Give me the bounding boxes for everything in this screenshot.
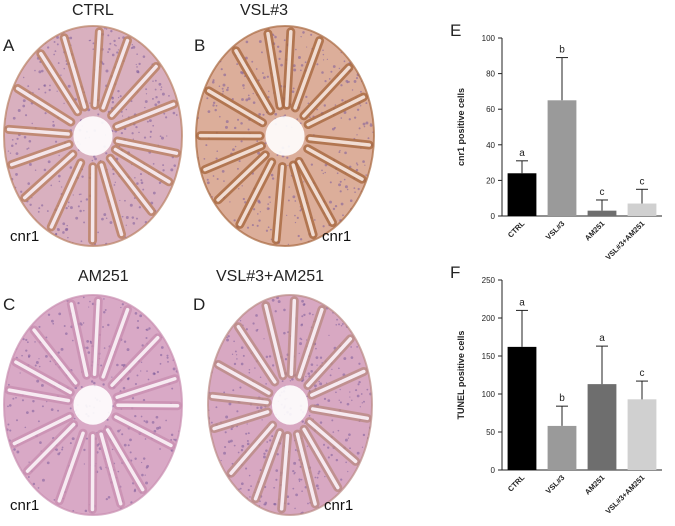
x-tick-label: VSL#3 [544,219,567,242]
bar-am251 [587,210,617,216]
panel-d-stain-label: cnr1 [324,497,354,514]
bar-ctrl [507,346,537,470]
chart-panel-letter: F [450,263,460,282]
x-tick-label: VSL#3+AM251 [604,219,647,262]
x-tick-label: AM251 [583,473,606,496]
panel-c-title: AM251 [78,268,129,285]
panel-a-title: CTRL [72,2,114,19]
significance-letter: a [599,333,605,344]
panel-c-letter: C [3,295,16,314]
micrograph-am251 [3,294,183,516]
y-tick-label: 250 [482,276,496,285]
bar-vsl-3 [547,100,577,216]
chart-e-cnr1: E 0 20 40 60 80 100 cnr1 positive cells a CTRL b VS… [450,21,662,262]
x-tick-label: CTRL [506,473,527,494]
y-tick-label: 150 [482,352,496,361]
y-tick-label: 100 [482,34,496,43]
bar-am251 [587,384,617,470]
panel-a-letter: A [3,36,15,55]
bar-vsl-3-am251 [627,399,657,470]
significance-letter: c [600,187,605,198]
chart-f-tunel: F 0 50 100 150 200 250 TUNEL positive cells a CTR… [450,263,662,516]
y-tick-label: 50 [486,428,495,437]
y-axis-label: TUNEL positive cells [456,331,466,420]
panel-d-title: VSL#3+AM251 [216,268,325,285]
panel-b-letter: B [194,36,206,55]
y-tick-label: 0 [491,466,496,475]
y-tick-label: 100 [482,390,496,399]
x-tick-label: AM251 [583,219,606,242]
micrograph-ctrl [3,25,183,247]
chart-panel-letter: E [450,21,461,40]
bar-ctrl [507,173,537,216]
y-tick-label: 0 [491,212,496,221]
panel-d-letter: D [193,295,206,314]
x-tick-label: VSL#3 [544,473,567,496]
panel-c-stain-label: cnr1 [10,497,40,514]
significance-letter: a [519,297,525,308]
significance-letter: c [640,176,645,187]
panel-a-stain-label: cnr1 [10,228,40,245]
y-tick-label: 80 [486,70,495,79]
micrograph-vsl3 [195,25,375,247]
x-tick-label: VSL#3+AM251 [604,473,647,516]
panel-b-title: VSL#3 [240,2,289,19]
y-tick-label: 40 [486,141,495,150]
y-tick-label: 20 [486,176,495,185]
significance-letter: b [559,393,565,404]
y-tick-label: 60 [486,105,495,114]
significance-letter: b [559,45,565,56]
bar-vsl-3 [547,425,577,470]
significance-letter: c [640,368,645,379]
y-axis-label: cnr1 positive cells [456,88,466,166]
significance-letter: a [519,148,525,159]
bar-vsl-3-am251 [627,203,657,216]
panel-b-stain-label: cnr1 [322,228,352,245]
micrograph-vsl3-am251 [207,294,373,516]
y-tick-label: 200 [482,314,496,323]
x-tick-label: CTRL [506,219,527,240]
